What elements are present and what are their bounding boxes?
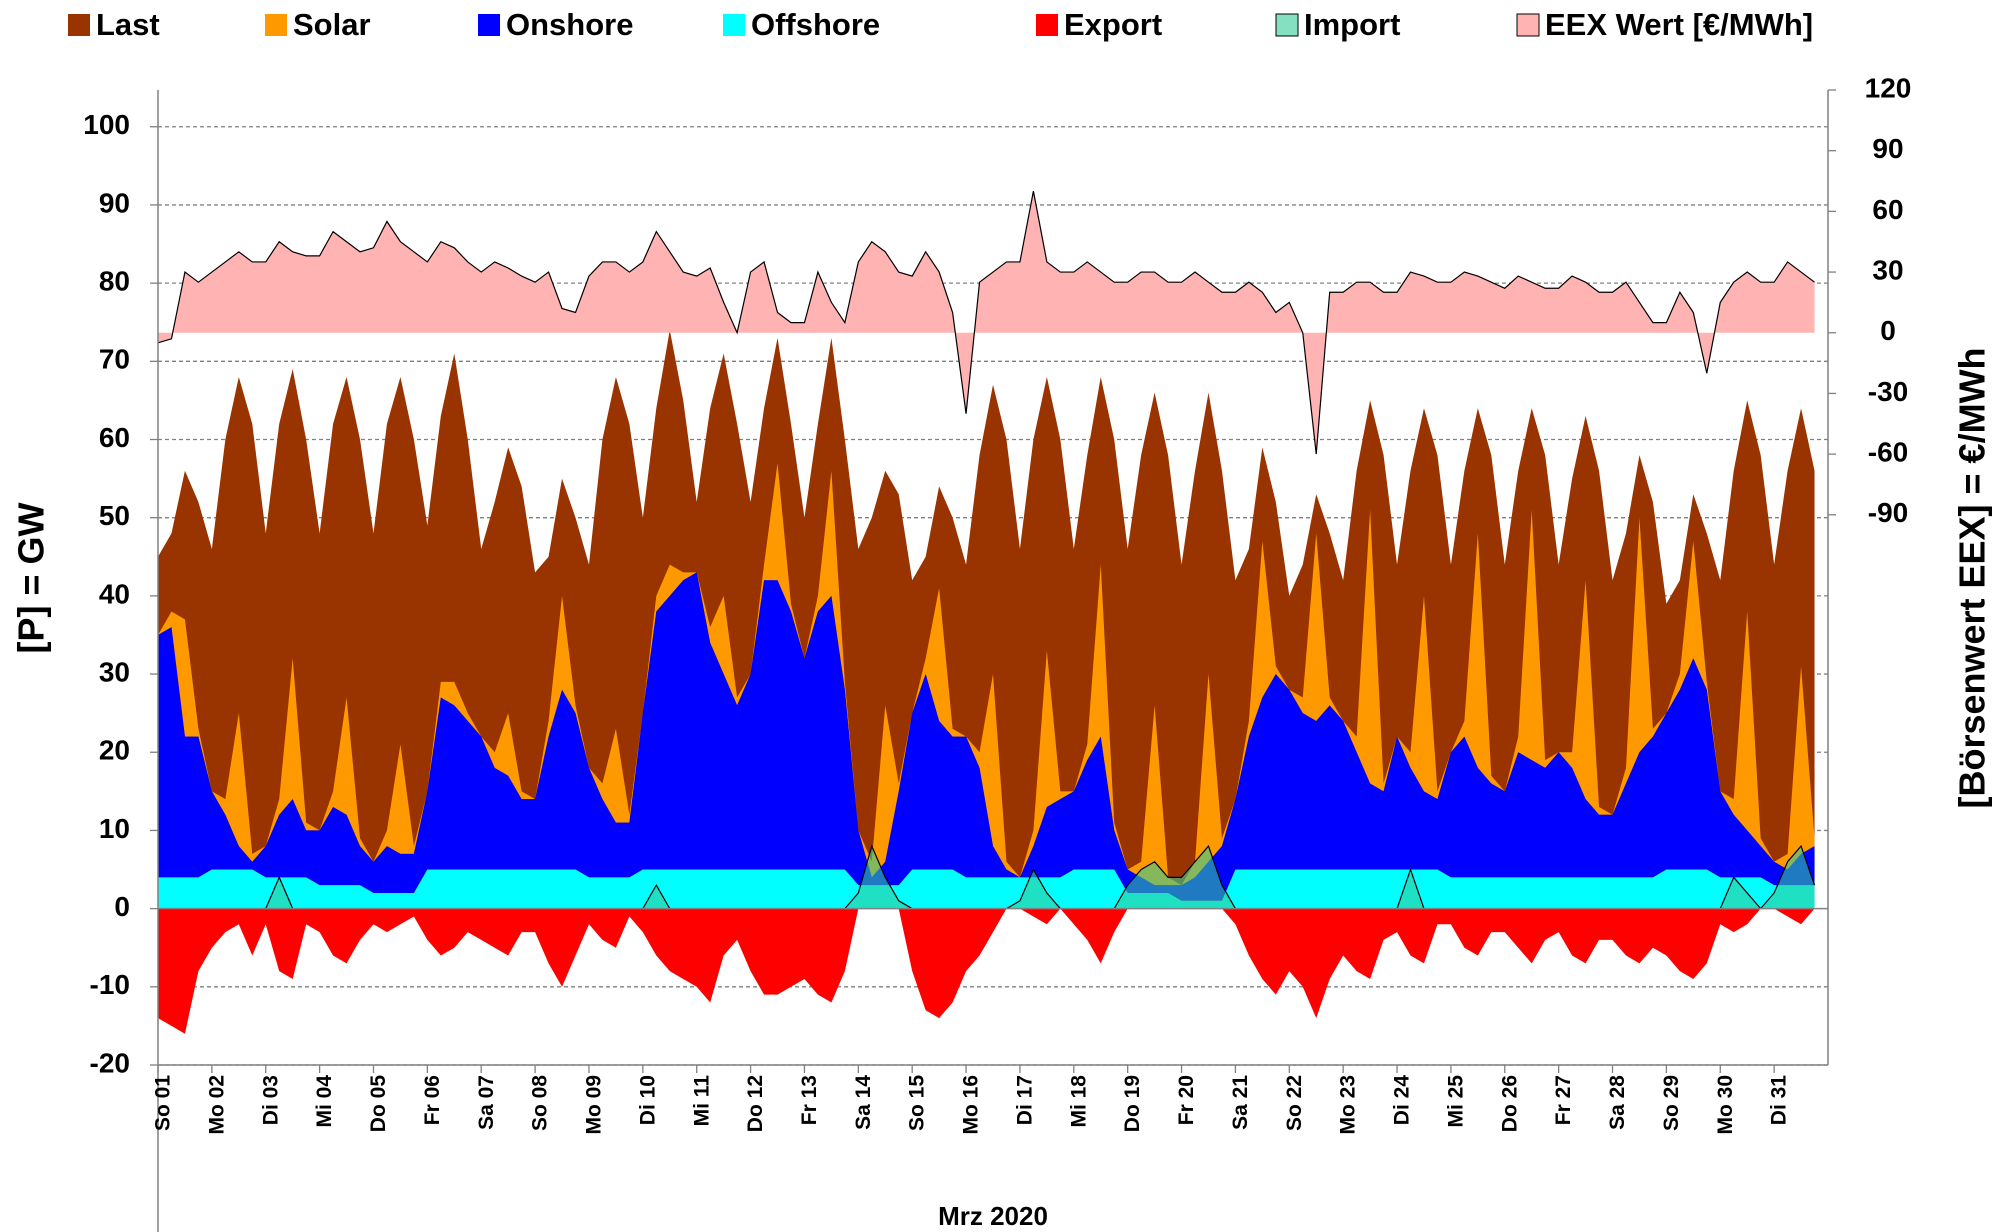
x-tick-label: Do 12 <box>744 1075 767 1132</box>
x-tick-label: Di 17 <box>1013 1075 1036 1125</box>
x-tick-label: Sa 28 <box>1606 1075 1629 1130</box>
x-tick-label: Di 10 <box>636 1075 659 1125</box>
x-tick-label: Mi 04 <box>313 1075 336 1128</box>
y-tick-label: 60 <box>99 422 130 453</box>
area-edge <box>157 191 1815 455</box>
legend-label: Offshore <box>751 7 880 42</box>
x-axis-title: Mrz 2020 <box>938 1201 1048 1231</box>
x-tick-label: Mo 23 <box>1337 1075 1360 1135</box>
y2-tick-label: -30 <box>1868 376 1908 407</box>
y2-axis-title: [Börsenwert EEX] = €/MWh <box>1952 347 1993 808</box>
y-tick-label: 80 <box>99 266 130 297</box>
legend-label: Export <box>1064 7 1162 42</box>
y2-tick-label: 30 <box>1872 254 1903 285</box>
x-tick-label: Do 19 <box>1121 1075 1144 1132</box>
y-tick-label: -20 <box>90 1047 130 1078</box>
x-tick-label: So 01 <box>152 1075 175 1131</box>
x-tick-label: Mi 11 <box>690 1075 713 1127</box>
x-tick-label: Fr 27 <box>1552 1075 1575 1125</box>
y-tick-label: 90 <box>99 187 130 218</box>
area <box>158 462 1815 886</box>
x-tick-label: Mo 30 <box>1714 1075 1737 1135</box>
x-tick-label: Mo 16 <box>960 1075 983 1135</box>
x-tick-label: So 29 <box>1660 1075 1683 1131</box>
x-tick-label: Sa 07 <box>475 1075 498 1130</box>
x-tick-label: So 15 <box>906 1075 929 1131</box>
x-tick-label: Mo 09 <box>583 1075 606 1135</box>
y-axis-title: [P] = GW <box>11 502 52 653</box>
x-tick-label: Mi 18 <box>1067 1075 1090 1128</box>
x-tick-label: Di 03 <box>259 1075 282 1125</box>
y-tick-label: -10 <box>90 969 130 1000</box>
legend-swatch <box>1516 13 1540 37</box>
area <box>158 572 1815 901</box>
y-tick-label: 100 <box>83 109 130 140</box>
y2-tick-label: 120 <box>1865 72 1912 103</box>
x-tick-label: Do 05 <box>367 1075 390 1133</box>
x-tick-label: Mo 02 <box>205 1075 228 1135</box>
x-tick-label: Fr 13 <box>798 1075 821 1125</box>
y-tick-label: 0 <box>114 891 130 922</box>
y-tick-label: 50 <box>99 500 130 531</box>
legend-swatch <box>265 14 287 36</box>
x-tick-label: So 22 <box>1283 1075 1306 1131</box>
x-tick-label: Fr 06 <box>421 1075 444 1125</box>
x-tick-label: Sa 14 <box>852 1075 875 1130</box>
legend-label: Import <box>1304 7 1400 42</box>
legend-swatch <box>1275 13 1299 37</box>
x-tick-label: Sa 21 <box>1229 1075 1252 1130</box>
y2-tick-label: 60 <box>1872 194 1903 225</box>
y-tick-label: 20 <box>99 735 130 766</box>
area <box>158 908 1815 1034</box>
y2-tick-label: 90 <box>1872 133 1903 164</box>
legend-swatch <box>68 14 90 36</box>
legend-swatch <box>478 14 500 36</box>
legend-label: Last <box>96 7 160 42</box>
y2-tick-label: -60 <box>1868 436 1908 467</box>
y2-tick-label: -90 <box>1868 497 1908 528</box>
y-tick-label: 70 <box>99 344 130 375</box>
y-tick-label: 10 <box>99 813 130 844</box>
plot-area <box>157 126 1828 1066</box>
legend-swatch <box>1036 14 1058 36</box>
area <box>158 191 1815 455</box>
legend-label: Onshore <box>506 7 633 42</box>
x-tick-label: Mi 25 <box>1444 1075 1467 1128</box>
x-tick-label: Di 24 <box>1391 1075 1414 1126</box>
x-tick-label: Do 26 <box>1498 1075 1521 1132</box>
x-tick-label: Di 31 <box>1768 1075 1791 1126</box>
legend-label: Solar <box>293 7 371 42</box>
legend-label: EEX Wert [€/MWh] <box>1545 7 1813 42</box>
legend-swatch <box>723 14 745 36</box>
x-tick-label: So 08 <box>529 1075 552 1131</box>
x-tick-label: Fr 20 <box>1175 1075 1198 1125</box>
y-tick-label: 40 <box>99 578 130 609</box>
y2-tick-label: 0 <box>1880 315 1896 346</box>
y-tick-label: 30 <box>99 656 130 687</box>
